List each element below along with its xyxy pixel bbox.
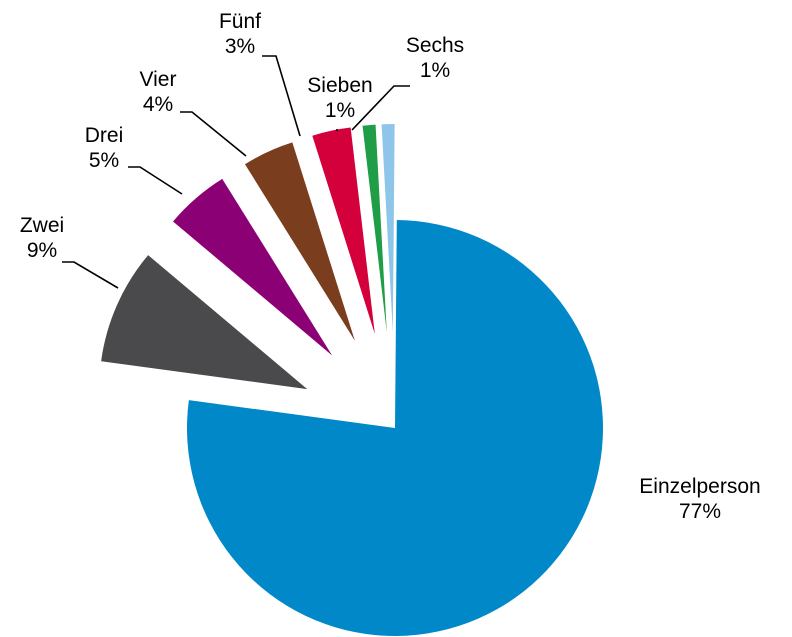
slice-label-drei: Drei 5% — [85, 124, 124, 172]
pie-slice-vier — [244, 142, 355, 341]
pie-slice-sieben — [362, 124, 387, 333]
slice-percent-vier: 4% — [143, 93, 173, 116]
slice-category-sieben: Sieben — [307, 74, 372, 97]
pie-slice-drei — [173, 178, 333, 356]
slice-percent-fuenf: 3% — [225, 35, 255, 58]
leader-line-zwei — [62, 261, 119, 289]
leader-line-drei — [128, 166, 183, 195]
slice-percent-sieben: 1% — [325, 99, 355, 122]
slice-category-vier: Vier — [140, 68, 177, 91]
leader-line-fuenf — [262, 55, 301, 137]
slice-label-einzelperson: Einzelperson 77% — [639, 475, 760, 523]
slice-labels: Einzelperson 77% Zwei 9% Drei 5% Vier 4% Fünf 3% S… — [20, 10, 761, 523]
slice-percent-sechs: 1% — [420, 59, 450, 82]
slice-label-sechs: Sechs 1% — [406, 34, 464, 82]
leader-lines — [62, 55, 410, 289]
slice-percent-zwei: 9% — [27, 239, 57, 262]
slice-category-sechs: Sechs — [406, 34, 464, 57]
slice-label-sieben: Sieben 1% — [307, 74, 372, 122]
pie-slice-fuenf — [312, 127, 375, 335]
pie-slice-sechs — [381, 124, 395, 333]
slice-category-einzelperson: Einzelperson — [639, 475, 760, 498]
slice-category-drei: Drei — [85, 124, 124, 147]
slice-label-zwei: Zwei 9% — [20, 214, 64, 262]
slice-category-zwei: Zwei — [20, 214, 64, 237]
slice-percent-einzelperson: 77% — [679, 500, 721, 523]
slice-category-fuenf: Fünf — [219, 10, 261, 33]
pie-slices — [101, 124, 604, 637]
slice-label-fuenf: Fünf 3% — [219, 10, 261, 58]
leader-line-vier — [180, 111, 247, 157]
slice-percent-drei: 5% — [89, 149, 119, 172]
pie-slice-einzelperson — [187, 220, 604, 637]
leader-line-sechs — [351, 85, 410, 131]
pie-slice-zwei — [101, 255, 308, 390]
slice-label-vier: Vier 4% — [140, 68, 177, 116]
